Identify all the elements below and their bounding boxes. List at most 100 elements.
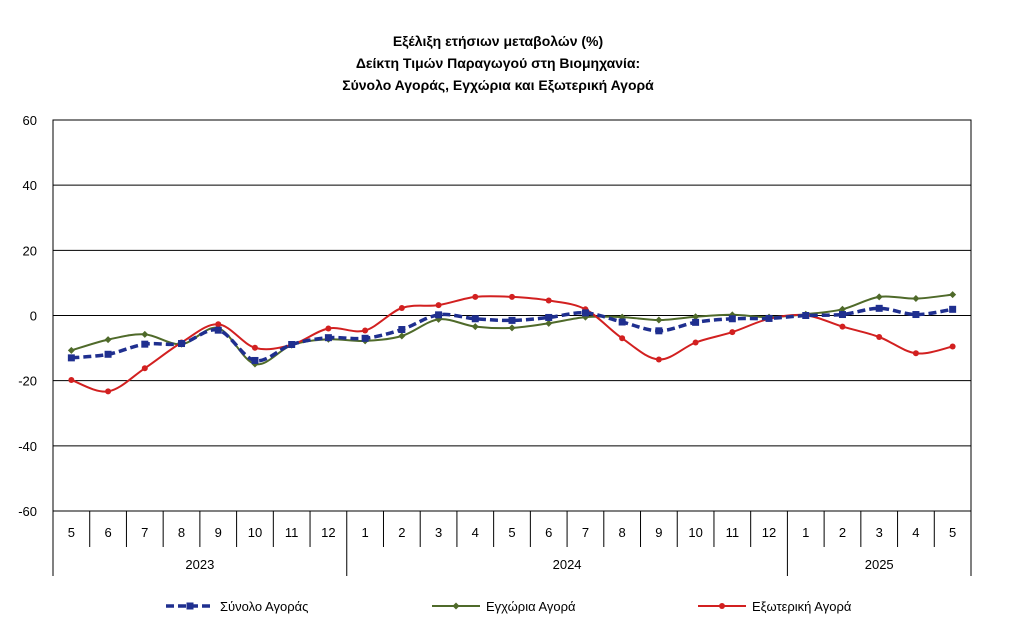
external-market-point <box>692 339 699 346</box>
total-market-point <box>545 313 553 321</box>
x-tick-label: 7 <box>141 525 148 540</box>
total-market-legend-marker <box>186 602 194 610</box>
x-tick-label: 6 <box>104 525 111 540</box>
external-market-point <box>876 334 883 341</box>
domestic-market-point <box>912 295 920 303</box>
external-market-point <box>325 325 332 332</box>
external-market-legend-label: Εξωτερική Αγορά <box>752 599 852 614</box>
domestic-market-point <box>67 346 75 354</box>
total-market-point <box>802 312 810 319</box>
y-tick-label: -20 <box>18 374 37 389</box>
domestic-market-legend-label: Εγχώρια Αγορά <box>486 599 576 614</box>
total-market-point <box>838 311 846 319</box>
external-market-legend-marker <box>719 603 725 609</box>
y-tick-label: 60 <box>23 113 37 128</box>
external-market-point <box>215 321 222 328</box>
total-market-point <box>104 350 112 358</box>
x-tick-label: 4 <box>472 525 479 540</box>
external-market-point <box>619 335 626 342</box>
x-tick-label: 1 <box>362 525 369 540</box>
external-market-point <box>839 323 846 330</box>
total-market-point <box>178 340 186 348</box>
external-market-point <box>949 343 956 350</box>
total-market-point <box>471 315 479 323</box>
x-tick-label: 12 <box>762 525 776 540</box>
x-tick-label: 1 <box>802 525 809 540</box>
external-market-point <box>141 365 148 372</box>
total-market-point <box>692 318 700 326</box>
legend: Σύνολο Αγοράς Εγχώρια Αγορά Εξωτερική Αγορ… <box>166 599 852 614</box>
x-tick-label: 6 <box>545 525 552 540</box>
total-market-point <box>655 327 663 335</box>
year-label: 2025 <box>865 557 894 572</box>
x-tick-label: 9 <box>655 525 662 540</box>
total-market-point <box>912 311 920 319</box>
y-tick-label: -40 <box>18 439 37 454</box>
chart-title-line-3: Σύνολο Αγοράς, Εγχώρια και Εξωτερική Αγο… <box>342 77 654 93</box>
chart-title-line-2: Δείκτη Τιμών Παραγωγού στη Βιομηχανία: <box>356 55 640 71</box>
x-tick-label: 10 <box>248 525 262 540</box>
x-tick-label: 5 <box>949 525 956 540</box>
total-market-point <box>214 326 222 334</box>
year-label: 2023 <box>185 557 214 572</box>
total-market-point <box>949 305 957 313</box>
total-market-point <box>67 354 75 362</box>
total-market-point <box>361 334 369 342</box>
total-market-point <box>288 340 296 348</box>
total-market-point <box>324 334 332 342</box>
domestic-market-point <box>398 332 406 340</box>
total-market-point <box>875 304 883 312</box>
y-tick-label: 0 <box>30 309 37 324</box>
series-lines <box>67 291 957 395</box>
x-tick-label: 8 <box>178 525 185 540</box>
x-tick-label: 10 <box>688 525 702 540</box>
total-market-series-line <box>71 306 953 363</box>
x-tick-label: 4 <box>912 525 919 540</box>
x-tick-label: 12 <box>321 525 335 540</box>
y-axis-ticks: 60 40 20 0 -20 -40 -60 <box>18 113 37 519</box>
domestic-market-point <box>104 336 112 344</box>
total-market-point <box>508 316 516 324</box>
domestic-market-point <box>471 323 479 331</box>
domestic-market-point <box>692 313 700 321</box>
x-tick-label: 11 <box>285 525 299 540</box>
x-tick-label: 5 <box>68 525 75 540</box>
external-market-point <box>251 344 258 351</box>
external-market-point <box>655 356 662 363</box>
total-market-legend-label: Σύνολο Αγοράς <box>220 599 308 614</box>
plot-frame <box>52 119 972 512</box>
external-market-series-line <box>71 295 953 393</box>
external-market-point <box>362 327 369 334</box>
x-tick-label: 3 <box>435 525 442 540</box>
total-market-point <box>581 309 589 317</box>
domestic-market-point <box>141 330 149 338</box>
total-market-point <box>728 315 736 323</box>
y-tick-label: -60 <box>18 504 37 519</box>
grid-lines <box>52 119 972 512</box>
total-market-point <box>435 311 443 319</box>
external-market-point <box>729 329 736 336</box>
total-market-point <box>141 340 149 348</box>
domestic-market-point <box>508 324 516 332</box>
x-tick-label: 7 <box>582 525 589 540</box>
total-market-point <box>398 326 406 334</box>
y-tick-label: 20 <box>23 243 37 258</box>
external-market-point <box>912 350 919 357</box>
y-tick-label: 40 <box>23 178 37 193</box>
x-tick-label: 2 <box>839 525 846 540</box>
chart-title: Εξέλιξη ετήσιων μεταβολών (%) Δείκτη Τιμ… <box>342 33 654 93</box>
year-label: 2024 <box>553 557 582 572</box>
external-market-point <box>435 302 442 309</box>
x-tick-label: 5 <box>508 525 515 540</box>
chart-title-line-1: Εξέλιξη ετήσιων μεταβολών (%) <box>393 33 603 49</box>
x-tick-label: 3 <box>876 525 883 540</box>
total-market-point <box>765 314 773 322</box>
x-tick-label: 2 <box>398 525 405 540</box>
domestic-market-point <box>949 291 957 299</box>
domestic-market-legend-marker <box>452 602 460 610</box>
domestic-market-point <box>655 316 663 324</box>
external-market-point <box>545 297 552 304</box>
total-market-point <box>251 356 259 364</box>
